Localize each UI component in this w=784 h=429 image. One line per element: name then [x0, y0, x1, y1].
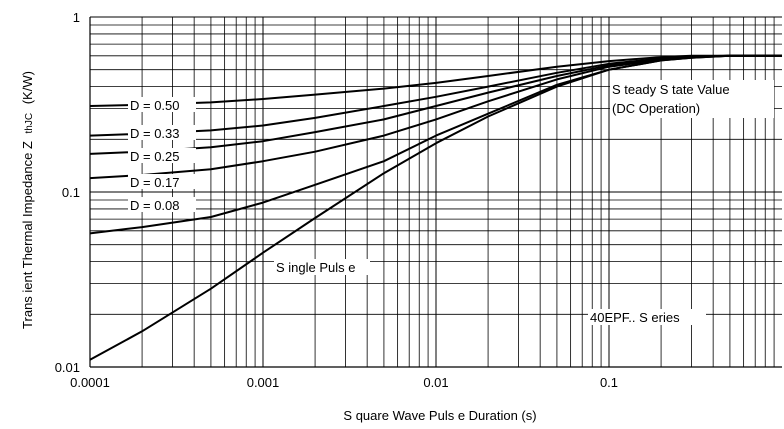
label-d050: D = 0.50	[130, 98, 180, 113]
label-d025: D = 0.25	[130, 149, 180, 164]
y-tick-label: 0.01	[55, 360, 80, 375]
label-single-pulse: S ingle Puls e	[276, 260, 356, 275]
label-bg-d050	[128, 97, 196, 112]
label-bg-single-pulse	[274, 259, 370, 275]
label-bg-steady-state	[610, 80, 774, 118]
curves-layer	[89, 54, 782, 361]
label-d033: D = 0.33	[130, 126, 180, 141]
y-axis-title-group: Trans ient Thermal Impedance Z thJC (K/W…	[20, 71, 35, 329]
y-tick-label: 1	[73, 10, 80, 25]
label-bg-series	[588, 309, 706, 325]
y-tick-label: 0.1	[62, 185, 80, 200]
tick-labels: 0.0001 0.001 0.01 0.1 0.01 0.1 1	[55, 10, 618, 390]
label-bg-d033	[128, 125, 196, 140]
series-line-single-pulse	[89, 54, 782, 361]
label-bg-d025	[128, 148, 196, 163]
svg-text:Trans ient Thermal Impedance Z: Trans ient Thermal Impedance Z thJC (K/W…	[20, 71, 35, 329]
label-steady-state-1: S teady S tate Value	[612, 82, 730, 97]
y-axis-title: Trans ient Thermal Impedance Z	[20, 141, 35, 329]
x-tick-label: 0.0001	[70, 375, 110, 390]
x-tick-label: 0.1	[600, 375, 618, 390]
x-tick-label: 0.01	[423, 375, 448, 390]
x-axis-title: S quare Wave Puls e Duration (s)	[343, 408, 536, 423]
label-bg-d017	[128, 174, 196, 189]
label-bg-d008	[128, 197, 196, 212]
label-d008: D = 0.08	[130, 198, 180, 213]
y-axis-subscript: thJC	[24, 113, 35, 134]
label-steady-state-2: (DC Operation)	[612, 101, 700, 116]
label-series-name: 40EPF.. S eries	[590, 310, 680, 325]
label-d017: D = 0.17	[130, 175, 180, 190]
y-axis-unit: (K/W)	[20, 71, 35, 104]
labels-layer: D = 0.50 D = 0.33 D = 0.25 D = 0.17 D = …	[128, 80, 774, 325]
x-tick-label: 0.001	[247, 375, 280, 390]
